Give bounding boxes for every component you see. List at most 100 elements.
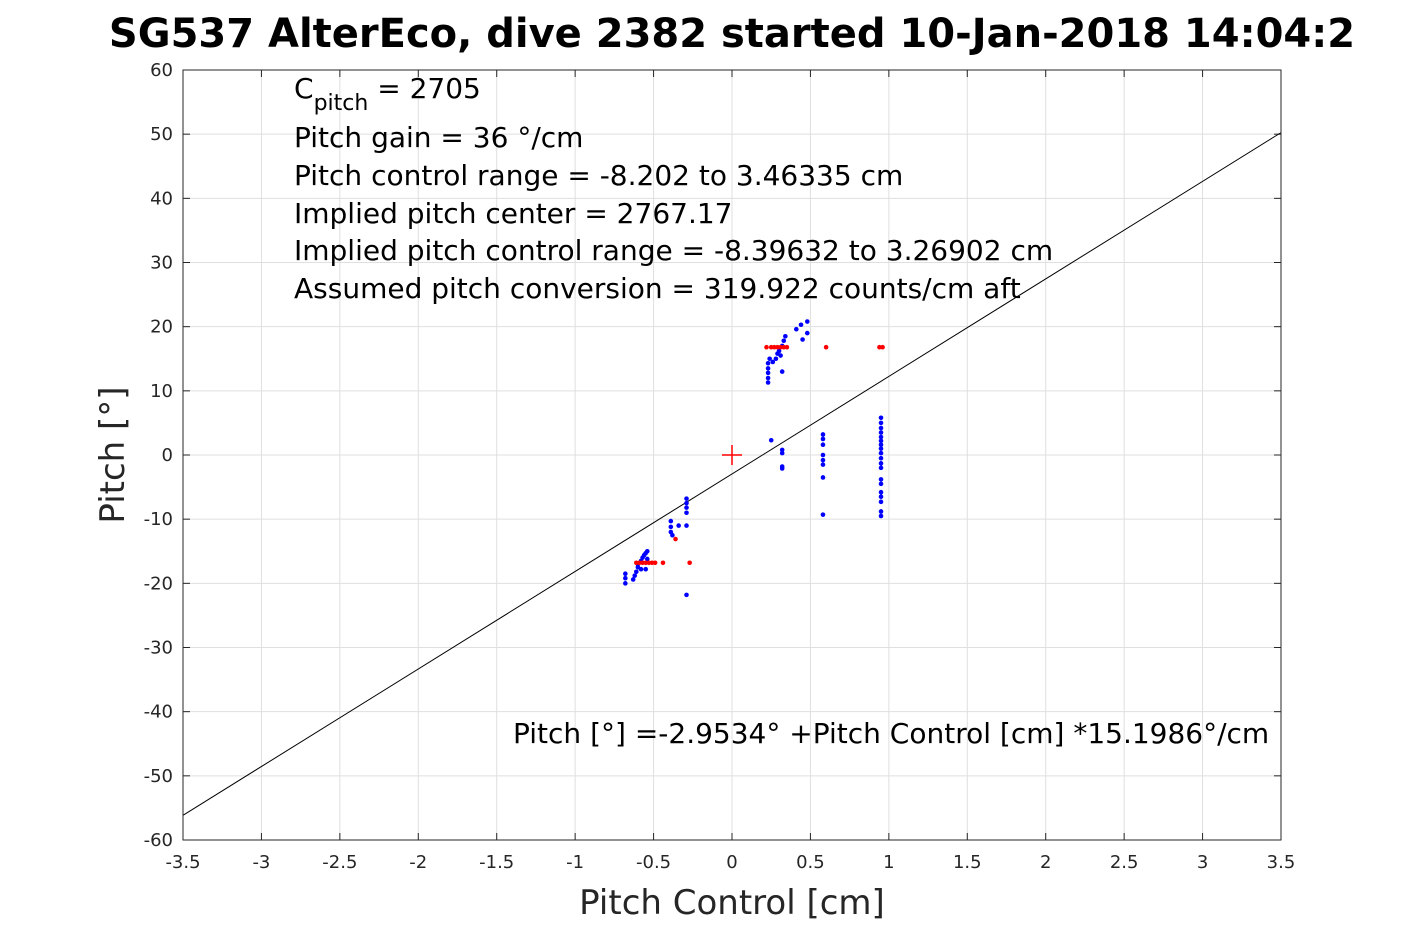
blue-data-point bbox=[684, 510, 689, 516]
blue-data-point bbox=[644, 556, 650, 562]
blue-data-point bbox=[820, 512, 826, 517]
blue-data-point bbox=[878, 481, 884, 487]
blue-data-point bbox=[878, 461, 884, 466]
blue-data-point bbox=[878, 438, 884, 444]
y-tick-label: 50 bbox=[150, 124, 173, 145]
x-tick-label: -1.5 bbox=[479, 852, 514, 873]
blue-data-point bbox=[820, 462, 826, 467]
blue-data-point bbox=[794, 326, 799, 332]
blue-data-point bbox=[878, 455, 884, 461]
y-tick-label: 10 bbox=[150, 381, 173, 402]
blue-data-point bbox=[668, 518, 674, 524]
blue-data-point bbox=[779, 447, 785, 453]
blue-data-point bbox=[676, 523, 681, 528]
blue-data-point bbox=[798, 322, 804, 328]
blue-data-point bbox=[644, 548, 650, 554]
x-tick-label: -3 bbox=[252, 852, 270, 873]
fit-line bbox=[182, 132, 1282, 816]
annotation-line: Pitch control range = -8.202 to 3.46335 … bbox=[294, 159, 903, 192]
blue-data-point bbox=[878, 420, 884, 426]
blue-data-point bbox=[623, 575, 628, 581]
x-tick-label: 2.5 bbox=[1110, 852, 1139, 873]
blue-data-point bbox=[878, 477, 884, 482]
x-tick-label: -2 bbox=[409, 852, 427, 873]
plot-frame bbox=[182, 69, 1282, 841]
blue-data-point bbox=[634, 569, 639, 575]
blue-data-point bbox=[765, 380, 771, 385]
annotation-line: Implied pitch center = 2767.17 bbox=[294, 197, 732, 230]
blue-data-point bbox=[878, 442, 884, 448]
blue-data-point bbox=[779, 450, 785, 456]
blue-data-point bbox=[878, 434, 884, 440]
blue-data-point bbox=[820, 475, 826, 480]
red-data-point bbox=[880, 344, 885, 350]
x-tick-label: -0.5 bbox=[636, 852, 671, 873]
y-tick-label: -10 bbox=[144, 509, 173, 530]
x-tick-label: 0.5 bbox=[796, 852, 825, 873]
blue-data-point bbox=[783, 333, 788, 339]
blue-data-point bbox=[804, 319, 810, 324]
red-data-point bbox=[687, 560, 692, 566]
red-data-point bbox=[673, 536, 678, 542]
blue-data-point bbox=[820, 442, 826, 448]
grid bbox=[182, 69, 1282, 841]
blue-data-point bbox=[765, 375, 771, 381]
y-tick-label: 60 bbox=[150, 60, 173, 81]
x-axis-label: Pitch Control [cm] bbox=[579, 883, 885, 923]
blue-data-point bbox=[878, 489, 884, 495]
y-tick-label: 30 bbox=[150, 253, 173, 274]
blue-data-point bbox=[878, 465, 884, 471]
fit-equation-label: Pitch [°] =-2.9534° +Pitch Control [cm] … bbox=[513, 717, 1269, 750]
blue-data-point bbox=[770, 359, 776, 365]
blue-data-point bbox=[684, 500, 689, 506]
ticks: -3.5 -3 -2.5 -2 -1.5 -1 -0.5 0 0.5 1 1.5 2 2.5 3 3.5 -6… bbox=[144, 60, 1296, 873]
red-data-point bbox=[764, 344, 769, 350]
blue-data-point bbox=[684, 592, 689, 598]
y-tick-label: 20 bbox=[150, 317, 173, 338]
blue-data-point bbox=[878, 450, 884, 456]
x-tick-label: 1.5 bbox=[953, 852, 982, 873]
blue-data-point bbox=[878, 513, 884, 519]
blue-data-point bbox=[820, 436, 826, 442]
annotation-line: Implied pitch control range = -8.39632 t… bbox=[294, 234, 1053, 267]
x-tick-label: 3 bbox=[1197, 852, 1208, 873]
x-tick-label: 1 bbox=[883, 852, 894, 873]
blue-data-point bbox=[820, 452, 826, 458]
x-tick-label: -1 bbox=[566, 852, 584, 873]
blue-data-point bbox=[776, 348, 782, 354]
blue-data-point bbox=[623, 571, 628, 577]
marks bbox=[182, 132, 1282, 816]
annotation-line: Pitch gain = 36 °/cm bbox=[294, 121, 583, 154]
blue-data-point bbox=[878, 430, 884, 435]
blue-data-point bbox=[878, 509, 884, 514]
chart-title: SG537 AlterEco, dive 2382 started 10-Jan… bbox=[109, 11, 1355, 57]
red-data-point bbox=[652, 560, 658, 566]
annotation-line: Assumed pitch conversion = 319.922 count… bbox=[294, 272, 1021, 305]
x-tick-label: 3.5 bbox=[1267, 852, 1296, 873]
x-tick-label: 2 bbox=[1040, 852, 1051, 873]
blue-data-point bbox=[820, 432, 826, 437]
y-tick-label: 0 bbox=[162, 445, 173, 466]
blue-data-point bbox=[878, 425, 884, 431]
blue-data-point bbox=[632, 573, 638, 578]
blue-data-point bbox=[820, 457, 826, 463]
annotation-cpitch: Cpitch = 2705 bbox=[294, 72, 481, 116]
red-data-point bbox=[823, 344, 829, 350]
blue-data-point bbox=[638, 566, 644, 572]
red-data-point bbox=[784, 344, 790, 350]
blue-data-point bbox=[804, 330, 810, 336]
x-tick-label: 0 bbox=[726, 852, 737, 873]
red-data-point bbox=[660, 560, 666, 566]
blue-data-point bbox=[670, 532, 675, 538]
blue-data-point bbox=[765, 360, 771, 366]
blue-data-point bbox=[765, 370, 771, 376]
blue-data-point bbox=[878, 494, 884, 500]
y-tick-label: -50 bbox=[144, 766, 173, 787]
y-tick-label: -30 bbox=[144, 638, 173, 659]
blue-data-point bbox=[684, 523, 689, 528]
blue-data-point bbox=[878, 446, 884, 451]
blue-data-point bbox=[779, 466, 785, 471]
blue-data-point bbox=[779, 369, 785, 374]
y-tick-label: 40 bbox=[150, 188, 173, 209]
x-tick-label: -2.5 bbox=[322, 852, 357, 873]
